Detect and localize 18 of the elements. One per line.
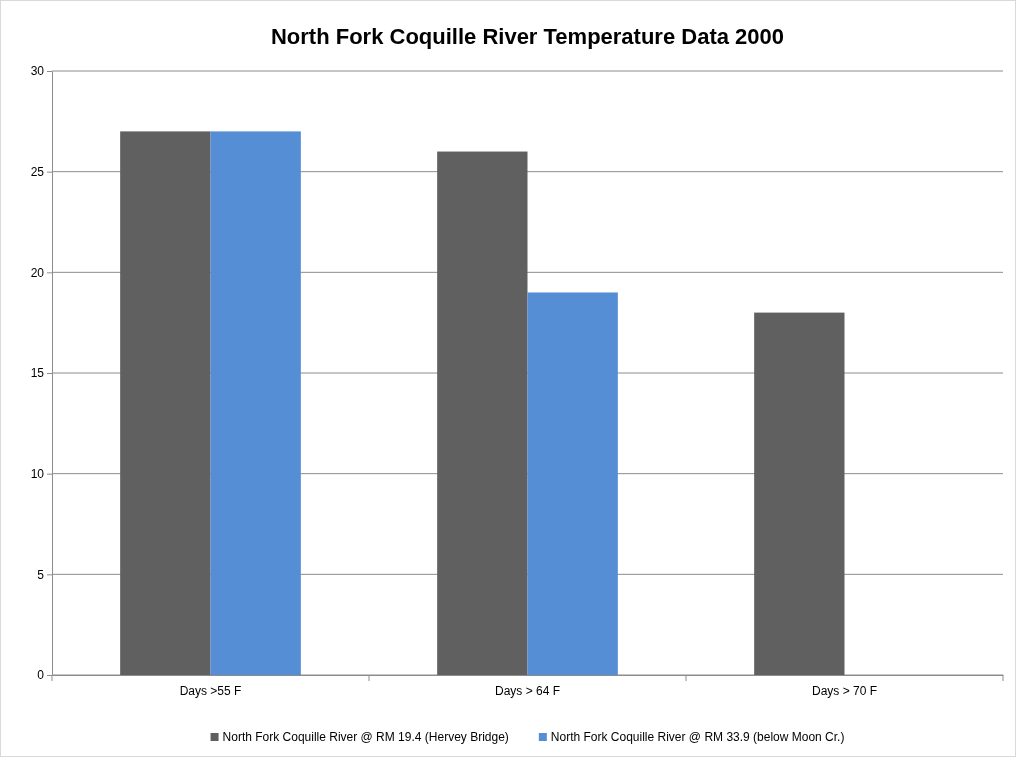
y-tick-label: 5 [37, 567, 45, 582]
bar [754, 312, 845, 675]
x-tick-label: Days >55 F [179, 683, 242, 698]
y-tick-label: 15 [30, 366, 45, 381]
bar [120, 131, 211, 675]
chart-title: North Fork Coquille River Temperature Data 2000 [270, 24, 785, 49]
bar [437, 151, 528, 675]
y-tick-label: 20 [30, 265, 45, 280]
bar [210, 131, 301, 675]
y-tick-label: 25 [30, 165, 45, 180]
bar [527, 292, 618, 675]
x-tick-label: Days > 64 F [494, 683, 561, 698]
y-tick-label: 10 [30, 467, 45, 482]
y-tick-label: 0 [37, 668, 45, 683]
y-tick-label: 30 [30, 64, 45, 79]
legend-label: North Fork Coquille River @ RM 33.9 (below Moon Cr.) [550, 730, 845, 744]
legend-label: North Fork Coquille River @ RM 19.4 (Hervey Bridge) [222, 730, 509, 744]
x-tick-label: Days > 70 F [811, 683, 878, 698]
